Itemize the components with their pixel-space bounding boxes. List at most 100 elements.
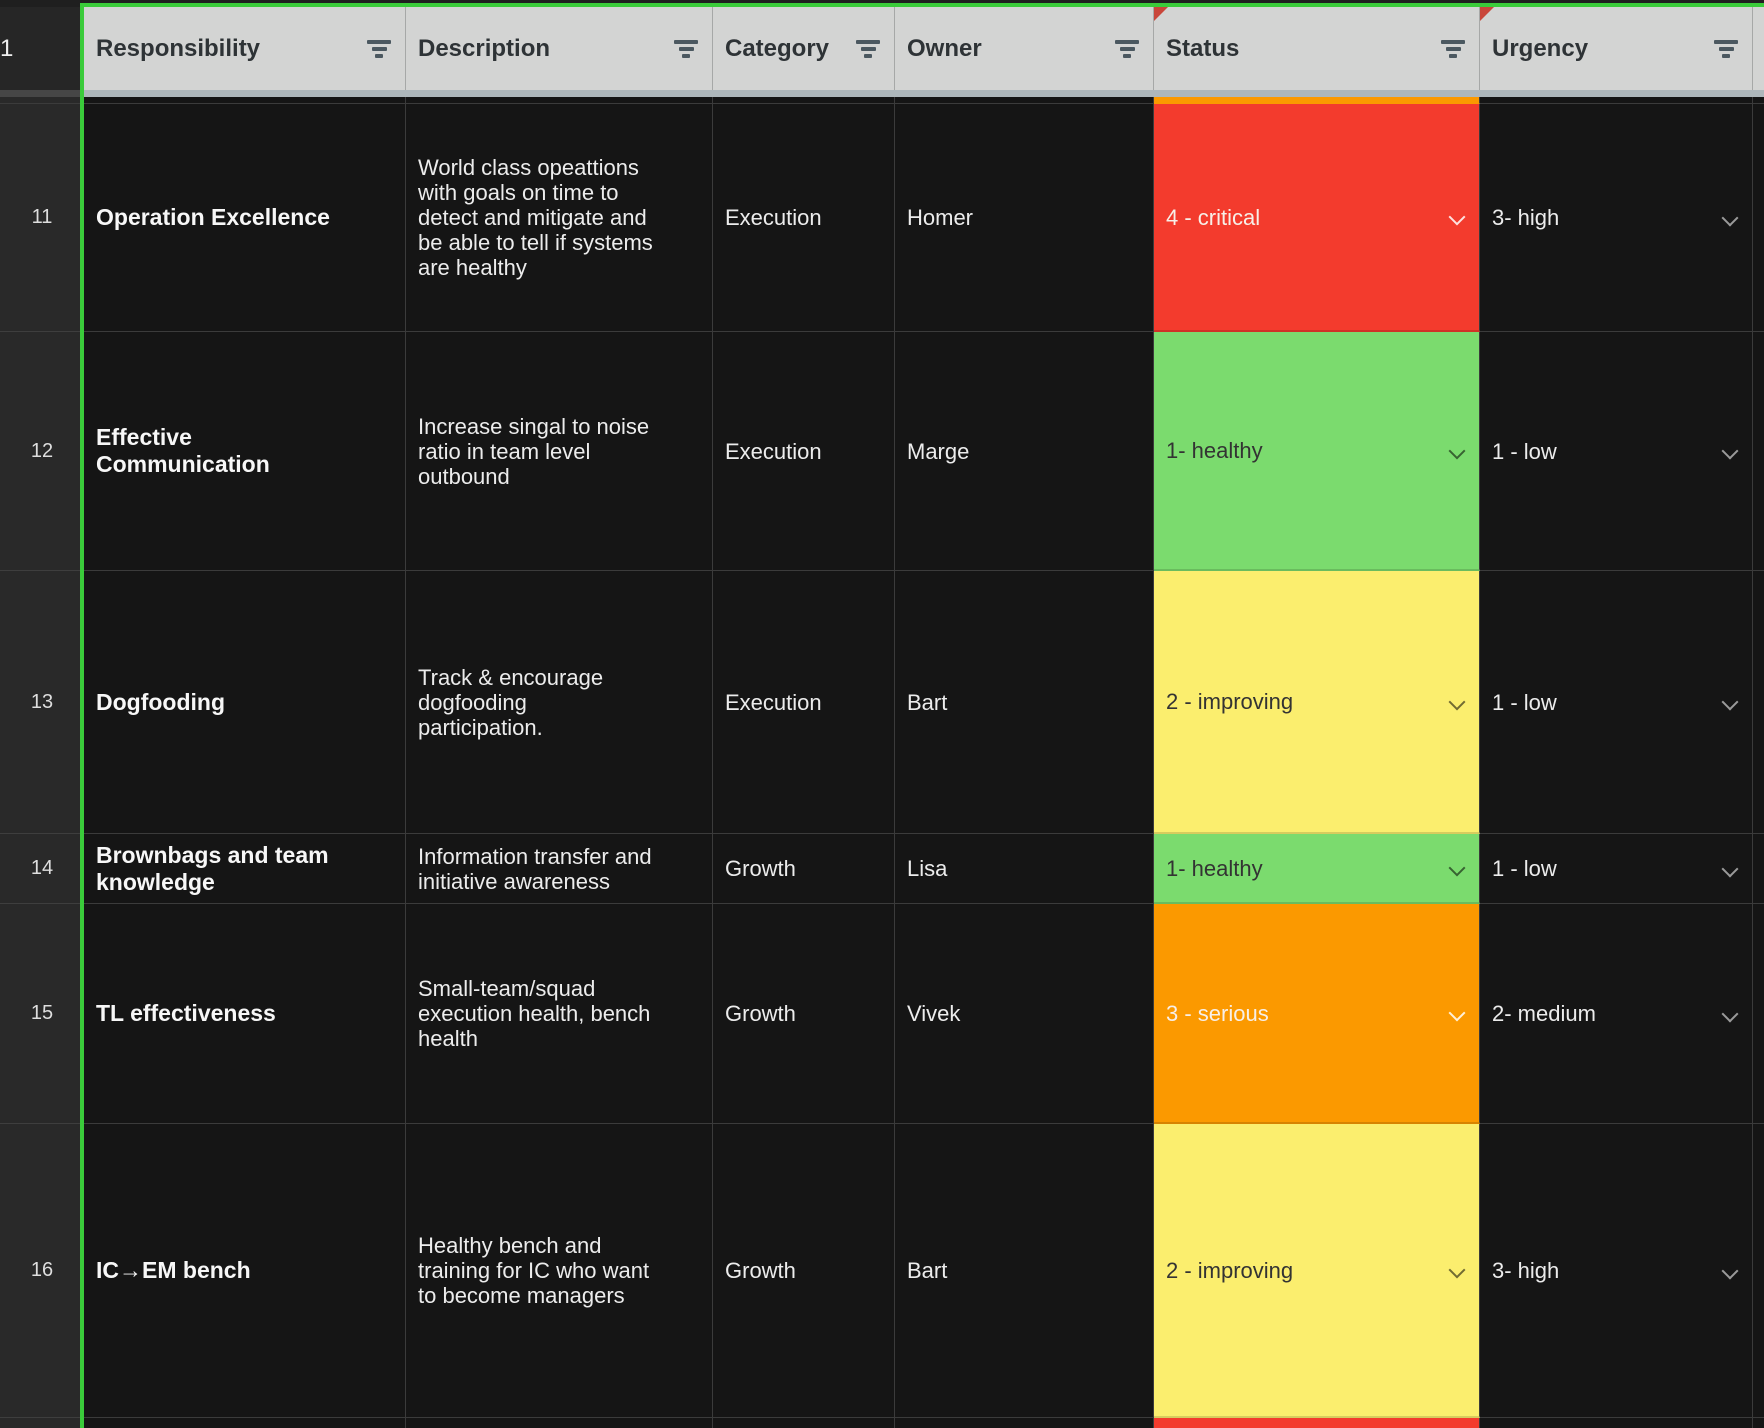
chevron-down-icon[interactable]: [1449, 860, 1465, 876]
responsibility-cell[interactable]: Dogfooding: [84, 571, 406, 834]
cell-text: Increase singal to noise ratio in team l…: [418, 413, 650, 489]
chevron-down-icon[interactable]: [1449, 443, 1465, 459]
row-header-16[interactable]: 16: [0, 1124, 84, 1418]
owner-cell[interactable]: Bart: [895, 1124, 1154, 1418]
cell: [1753, 104, 1764, 332]
filter-icon[interactable]: [367, 39, 391, 58]
cell-text: Lisa: [907, 856, 948, 881]
row-number: 11: [31, 206, 53, 228]
column-header-owner[interactable]: Owner: [895, 7, 1154, 90]
cell-text: Bart: [907, 1258, 948, 1283]
category-cell[interactable]: Growth: [713, 904, 895, 1124]
responsibility-cell[interactable]: Brownbags and team knowledge: [84, 834, 406, 904]
urgency-cell[interactable]: 1 - low: [1480, 834, 1753, 904]
owner-cell[interactable]: Homer: [895, 104, 1154, 332]
column-header-status[interactable]: Status: [1154, 7, 1480, 90]
cell[interactable]: [1480, 1418, 1753, 1428]
row-header-14[interactable]: 14: [0, 834, 84, 904]
responsibility-cell[interactable]: Operation Excellence: [84, 104, 406, 332]
category-cell[interactable]: Growth: [713, 1124, 895, 1418]
row-header-15[interactable]: 15: [0, 904, 84, 1124]
cell-text: Execution: [725, 205, 822, 230]
chevron-down-icon[interactable]: [1722, 1006, 1738, 1022]
status-cell-partial[interactable]: [1154, 97, 1480, 104]
column-header-category[interactable]: Category: [713, 7, 895, 90]
row-header-1[interactable]: 1: [0, 7, 84, 90]
cell[interactable]: [895, 1418, 1154, 1428]
row-number: 15: [30, 1002, 54, 1024]
responsibility-cell[interactable]: IC→EM bench: [84, 1124, 406, 1418]
row-number: 14: [30, 857, 54, 879]
category-cell[interactable]: Execution: [713, 332, 895, 571]
urgency-value: 1 - low: [1492, 689, 1557, 715]
chevron-down-icon[interactable]: [1449, 694, 1465, 710]
chevron-down-icon[interactable]: [1722, 861, 1738, 877]
chevron-down-icon[interactable]: [1722, 694, 1738, 710]
filter-icon[interactable]: [1714, 39, 1738, 58]
column-header-responsibility[interactable]: Responsibility: [84, 7, 406, 90]
cell[interactable]: [84, 1418, 406, 1428]
chevron-down-icon[interactable]: [1722, 210, 1738, 226]
owner-cell[interactable]: Lisa: [895, 834, 1154, 904]
responsibility-cell[interactable]: TL effectiveness: [84, 904, 406, 1124]
filter-icon[interactable]: [1115, 39, 1139, 58]
cell-text: Dogfooding: [96, 688, 226, 715]
status-cell-partial[interactable]: [1154, 1418, 1480, 1428]
filter-icon[interactable]: [1441, 39, 1465, 58]
status-cell[interactable]: 2 - improving: [1154, 1124, 1480, 1418]
description-cell[interactable]: Track & encourage dogfooding participati…: [406, 571, 713, 834]
column-label: Responsibility: [96, 35, 261, 62]
column-header-next-sliver: [1753, 7, 1764, 90]
table-row: 14 Brownbags and team knowledge Informat…: [0, 834, 1764, 904]
owner-cell[interactable]: Vivek: [895, 904, 1154, 1124]
cell[interactable]: [406, 97, 713, 104]
status-cell[interactable]: 4 - critical: [1154, 104, 1480, 332]
row-header-11[interactable]: 11: [0, 104, 84, 332]
cell[interactable]: [84, 97, 406, 104]
chevron-down-icon[interactable]: [1449, 209, 1465, 225]
urgency-cell[interactable]: 1 - low: [1480, 332, 1753, 571]
responsibility-cell[interactable]: Effective Communication: [84, 332, 406, 571]
cell[interactable]: [713, 1418, 895, 1428]
chevron-down-icon[interactable]: [1449, 1262, 1465, 1278]
row-header-partial[interactable]: [0, 97, 84, 104]
status-cell[interactable]: 3 - serious: [1154, 904, 1480, 1124]
status-value: 3 - serious: [1166, 1000, 1269, 1026]
filter-icon[interactable]: [856, 39, 880, 58]
urgency-cell[interactable]: 3- high: [1480, 104, 1753, 332]
row-header-13[interactable]: 13: [0, 571, 84, 834]
cell: [1753, 332, 1764, 571]
status-cell[interactable]: 1- healthy: [1154, 332, 1480, 571]
column-header-urgency[interactable]: Urgency: [1480, 7, 1753, 90]
description-cell[interactable]: Small-team/squad execution health, bench…: [406, 904, 713, 1124]
owner-cell[interactable]: Marge: [895, 332, 1154, 571]
owner-cell[interactable]: Bart: [895, 571, 1154, 834]
description-cell[interactable]: World class opeattions with goals on tim…: [406, 104, 713, 332]
cell-text: Vivek: [907, 1001, 961, 1026]
category-cell[interactable]: Execution: [713, 571, 895, 834]
chevron-down-icon[interactable]: [1449, 1005, 1465, 1021]
cell[interactable]: [406, 1418, 713, 1428]
cell[interactable]: [713, 97, 895, 104]
cell[interactable]: [1480, 97, 1753, 104]
category-cell[interactable]: Execution: [713, 104, 895, 332]
header-row: 1 Responsibility Description Category Ow…: [0, 7, 1764, 90]
chevron-down-icon[interactable]: [1722, 443, 1738, 459]
cell-text: Execution: [725, 689, 822, 715]
row-header-partial[interactable]: [0, 1418, 84, 1428]
description-cell[interactable]: Increase singal to noise ratio in team l…: [406, 332, 713, 571]
row-header-12[interactable]: 12: [0, 332, 84, 571]
status-cell[interactable]: 1- healthy: [1154, 834, 1480, 904]
column-header-description[interactable]: Description: [406, 7, 713, 90]
urgency-cell[interactable]: 2- medium: [1480, 904, 1753, 1124]
cell[interactable]: [895, 97, 1154, 104]
category-cell[interactable]: Growth: [713, 834, 895, 904]
row-number: 16: [30, 1259, 54, 1281]
chevron-down-icon[interactable]: [1722, 1263, 1738, 1279]
description-cell[interactable]: Information transfer and initiative awar…: [406, 834, 713, 904]
urgency-cell[interactable]: 3- high: [1480, 1124, 1753, 1418]
urgency-cell[interactable]: 1 - low: [1480, 571, 1753, 834]
status-cell[interactable]: 2 - improving: [1154, 571, 1480, 834]
filter-icon[interactable]: [674, 39, 698, 58]
description-cell[interactable]: Healthy bench and training for IC who wa…: [406, 1124, 713, 1418]
